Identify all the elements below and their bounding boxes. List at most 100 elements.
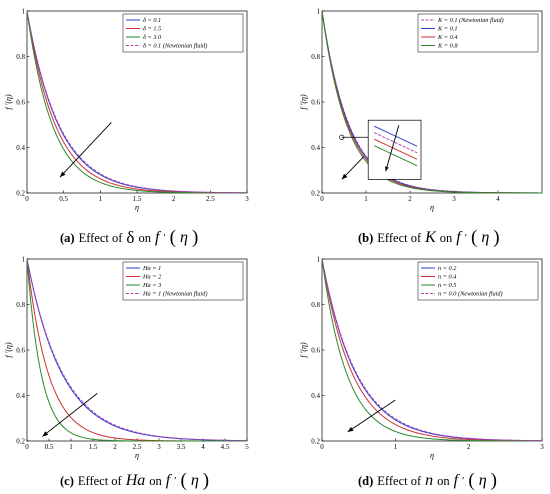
x-tick-label-c: 5 bbox=[245, 443, 249, 451]
y-tick-label-c: 1 bbox=[22, 256, 26, 264]
caption-c-on: on bbox=[149, 473, 162, 488]
caption-c: (c) Effect of Ha on f ′ (η) bbox=[60, 470, 210, 491]
caption-c-text: Effect of bbox=[77, 473, 122, 488]
caption-a-arg: η bbox=[180, 229, 188, 246]
legend-label-b-4: K = 0.8 bbox=[437, 43, 458, 50]
y-tick-label-a: 1 bbox=[22, 8, 26, 16]
legend-label-d-2: n = 0.4 bbox=[438, 274, 456, 281]
zoom-inset-line-b-4 bbox=[373, 145, 418, 167]
legend-box-a bbox=[122, 13, 244, 53]
caption-d: (d) Effect of n on f ′ (η) bbox=[358, 470, 497, 491]
y-axis-label-a: f '(η) bbox=[4, 94, 13, 110]
x-tick-label-b: 0 bbox=[320, 195, 324, 203]
caption-c-fn: f bbox=[165, 472, 171, 489]
y-tick-label-c: 0.6 bbox=[16, 347, 25, 355]
x-tick-label-c: 1 bbox=[69, 443, 73, 451]
legend-label-c-3: Ha = 3 bbox=[142, 282, 161, 289]
x-tick-label-a: 0 bbox=[25, 195, 29, 203]
legend-label-b-1: K = 0.1 (Newtonian fluid) bbox=[437, 17, 504, 24]
legend-label-b-2: K = 0.1 bbox=[437, 26, 457, 33]
series-line-b-4 bbox=[321, 10, 542, 194]
x-tick-label-b: 1 bbox=[364, 195, 368, 203]
caption-d-text: Effect of bbox=[377, 473, 422, 488]
trend-arrow-a bbox=[59, 122, 112, 178]
legend-label-d-1: n = 0.2 bbox=[438, 265, 457, 272]
panel-a: 0 0.5 1 1.5 2 2.5 3 0.2 0.4 0.6 0.8 1 η f '(η) δ = 0.1… bbox=[4, 8, 249, 213]
caption-a-fn: f bbox=[154, 229, 160, 246]
caption-b-param: K bbox=[425, 229, 436, 246]
caption-d-fn: f bbox=[453, 472, 459, 489]
series-line-c-3 bbox=[26, 258, 247, 442]
zoom-inset-arrow-head-b bbox=[385, 166, 389, 172]
x-tick-label-c: 3 bbox=[157, 443, 161, 451]
caption-c-arg: η bbox=[190, 472, 199, 489]
x-tick-label-c: 1.5 bbox=[89, 443, 98, 451]
caption-a-tag: (a) bbox=[60, 230, 75, 245]
x-tick-label-c: 2.5 bbox=[133, 443, 142, 451]
y-tick-label-a: 0.8 bbox=[16, 53, 25, 61]
y-tick-label-c: 0.8 bbox=[16, 301, 25, 309]
caption-a: (a) Effect of δ on f ′ (η) bbox=[60, 227, 199, 248]
y-tick-label-b: 1 bbox=[317, 8, 321, 16]
x-tick-label-c: 4.5 bbox=[221, 443, 230, 451]
trend-arrow-head-b bbox=[341, 173, 348, 180]
caption-c-param: Ha bbox=[125, 472, 146, 489]
series-line-c-4 bbox=[26, 258, 248, 442]
legend-box-d bbox=[417, 261, 539, 301]
legend-label-c-1: Ha = 1 bbox=[142, 265, 161, 272]
zoom-inset-line-b-1 bbox=[373, 132, 418, 154]
zoom-inset-arrow-b bbox=[385, 125, 400, 172]
x-tick-label-d: 3 bbox=[540, 443, 544, 451]
x-tick-label-a: 1 bbox=[99, 195, 103, 203]
caption-b-tag: (b) bbox=[358, 230, 374, 245]
caption-b-on: on bbox=[439, 230, 453, 245]
y-axis-label-d: f '(η) bbox=[299, 342, 308, 358]
x-tick-label-c: 2 bbox=[113, 443, 117, 451]
caption-d-arg: η bbox=[478, 472, 487, 489]
x-tick-label-c: 0 bbox=[25, 443, 29, 451]
caption-b: (b) Effect of K on f ′ (η) bbox=[358, 227, 500, 248]
y-tick-label-d: 0.2 bbox=[311, 438, 320, 446]
series-line-d-4 bbox=[321, 258, 543, 442]
caption-b-arg: η bbox=[481, 229, 490, 246]
legend-label-d-4: n = 0.0 (Newtonian fluid) bbox=[438, 291, 503, 298]
x-tick-label-b: 2 bbox=[408, 195, 412, 203]
x-tick-label-d: 1 bbox=[394, 443, 398, 451]
trend-arrow-head-c bbox=[42, 431, 49, 437]
x-tick-label-d: 2 bbox=[467, 443, 471, 451]
caption-a-on: on bbox=[138, 230, 151, 245]
caption-d-on: on bbox=[437, 473, 450, 488]
series-line-d-3 bbox=[321, 258, 542, 442]
x-tick-label-a: 1.5 bbox=[133, 195, 142, 203]
caption-a-param: δ bbox=[126, 228, 135, 247]
caption-c-tag: (c) bbox=[60, 473, 74, 488]
x-tick-label-b: 4 bbox=[496, 195, 500, 203]
zoom-inset-b bbox=[367, 119, 422, 180]
y-tick-label-d: 0.4 bbox=[311, 392, 320, 400]
legend-label-c-4: Ha = 1 (Newtonian fluid) bbox=[142, 291, 207, 298]
x-axis-label-b: η bbox=[430, 203, 434, 212]
x-tick-label-c: 4 bbox=[201, 443, 205, 451]
y-axis-label-b: f '(η) bbox=[299, 94, 308, 110]
y-tick-label-a: 0.6 bbox=[16, 99, 25, 107]
x-tick-label-a: 0.5 bbox=[59, 195, 68, 203]
caption-d-param: n bbox=[425, 472, 434, 489]
y-tick-label-d: 0.6 bbox=[311, 347, 320, 355]
zoom-inset-line-b-3 bbox=[373, 138, 418, 160]
series-line-c-1 bbox=[26, 258, 248, 442]
legend-box-b bbox=[417, 13, 539, 53]
legend-label-a-4: δ = 0.1 (Newtonian fluid) bbox=[143, 43, 207, 50]
y-tick-label-c: 0.4 bbox=[16, 392, 25, 400]
y-tick-label-a: 0.4 bbox=[16, 144, 25, 152]
trend-arrow-d bbox=[347, 399, 396, 433]
y-tick-label-d: 1 bbox=[317, 256, 321, 264]
legend-label-d-3: n = 0.5 bbox=[438, 282, 456, 289]
x-tick-label-a: 2 bbox=[172, 195, 176, 203]
x-tick-label-c: 0.5 bbox=[45, 443, 54, 451]
y-axis-label-c: f '(η) bbox=[4, 342, 13, 358]
x-tick-label-c: 3.5 bbox=[177, 443, 186, 451]
legend-label-a-3: δ = 3.0 bbox=[143, 34, 162, 41]
legend-label-b-3: K = 0.4 bbox=[437, 34, 457, 41]
